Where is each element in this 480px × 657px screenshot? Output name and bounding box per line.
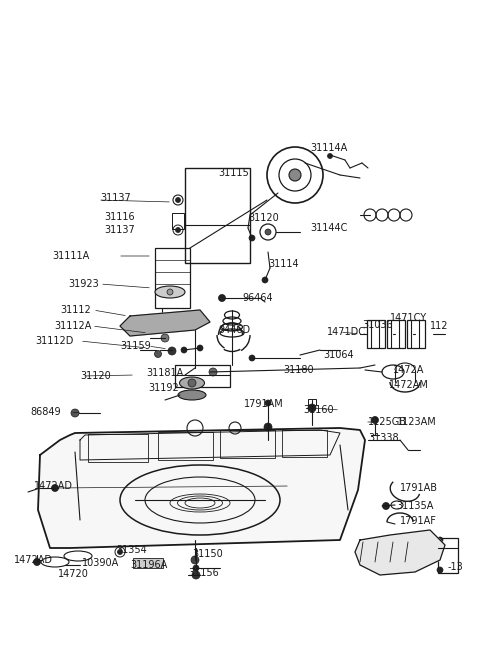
- Bar: [175, 365, 230, 387]
- Text: 10390A: 10390A: [82, 558, 119, 568]
- Text: 31196A: 31196A: [130, 560, 167, 570]
- Text: 31180: 31180: [283, 365, 313, 375]
- Bar: [88, 434, 148, 462]
- Text: 31338: 31338: [368, 433, 398, 443]
- Circle shape: [262, 277, 268, 283]
- Text: 96464: 96464: [242, 293, 273, 303]
- Bar: [438, 538, 458, 573]
- Text: 31116: 31116: [104, 212, 134, 222]
- Text: 1125GB: 1125GB: [368, 417, 407, 427]
- Text: 31159: 31159: [120, 341, 151, 351]
- Circle shape: [437, 567, 443, 573]
- Circle shape: [161, 334, 169, 342]
- Circle shape: [155, 350, 161, 357]
- Text: 31036: 31036: [362, 320, 393, 330]
- Text: 1472AD: 1472AD: [14, 555, 53, 565]
- Text: 1791AM: 1791AM: [244, 399, 284, 409]
- Circle shape: [197, 345, 203, 351]
- Circle shape: [265, 400, 271, 406]
- Circle shape: [71, 409, 79, 417]
- Bar: [282, 430, 327, 457]
- Circle shape: [118, 549, 122, 555]
- Text: 14720: 14720: [58, 569, 89, 579]
- Text: 1472A: 1472A: [393, 365, 424, 375]
- Bar: [155, 248, 190, 308]
- Bar: [387, 320, 405, 348]
- Text: 31135A: 31135A: [396, 501, 433, 511]
- Text: 1791AB: 1791AB: [400, 483, 438, 493]
- Circle shape: [209, 368, 217, 376]
- Circle shape: [176, 227, 180, 233]
- Circle shape: [181, 347, 187, 353]
- Text: 31112D: 31112D: [35, 336, 73, 346]
- Ellipse shape: [180, 377, 204, 389]
- Ellipse shape: [178, 390, 206, 400]
- Text: 31114: 31114: [268, 259, 299, 269]
- Bar: [185, 168, 250, 263]
- Circle shape: [218, 294, 226, 302]
- Polygon shape: [38, 428, 365, 548]
- Polygon shape: [120, 310, 210, 336]
- Circle shape: [372, 417, 379, 424]
- Bar: [308, 399, 316, 405]
- Text: 31160: 31160: [303, 405, 334, 415]
- Text: 31150: 31150: [192, 549, 223, 559]
- Text: 31144C: 31144C: [310, 223, 348, 233]
- Text: 31112: 31112: [60, 305, 91, 315]
- Text: 31120: 31120: [80, 371, 111, 381]
- Circle shape: [308, 404, 316, 412]
- Bar: [220, 430, 275, 458]
- Circle shape: [327, 154, 333, 158]
- Text: 31137: 31137: [100, 193, 131, 203]
- Text: 31156: 31156: [188, 568, 219, 578]
- Text: 31114A: 31114A: [310, 143, 347, 153]
- Circle shape: [193, 565, 199, 571]
- Circle shape: [265, 229, 271, 235]
- Text: 86849: 86849: [30, 407, 60, 417]
- Text: 31120: 31120: [248, 213, 279, 223]
- Text: 31181A: 31181A: [146, 368, 183, 378]
- Ellipse shape: [155, 286, 185, 298]
- Circle shape: [383, 503, 389, 509]
- Circle shape: [167, 289, 173, 295]
- Text: 1472AM: 1472AM: [389, 380, 429, 390]
- Text: 1471DC: 1471DC: [327, 327, 366, 337]
- Circle shape: [191, 556, 199, 564]
- Text: 31111A: 31111A: [52, 251, 89, 261]
- Circle shape: [51, 484, 59, 491]
- Circle shape: [289, 169, 301, 181]
- Polygon shape: [355, 530, 445, 575]
- Text: 31923: 31923: [68, 279, 99, 289]
- Circle shape: [249, 355, 255, 361]
- Bar: [407, 320, 425, 348]
- Circle shape: [188, 379, 196, 387]
- Text: 9446D: 9446D: [218, 325, 250, 335]
- Text: 31064: 31064: [323, 350, 354, 360]
- Circle shape: [192, 571, 200, 579]
- Bar: [172, 213, 184, 229]
- Text: 31115: 31115: [218, 168, 249, 178]
- Circle shape: [168, 347, 176, 355]
- Circle shape: [249, 235, 255, 241]
- Circle shape: [34, 558, 40, 566]
- Text: 31137: 31137: [104, 225, 135, 235]
- Text: 112: 112: [430, 321, 448, 331]
- Text: -13: -13: [448, 562, 464, 572]
- Circle shape: [437, 537, 443, 543]
- Text: 31192: 31192: [148, 383, 179, 393]
- Bar: [133, 558, 163, 568]
- Text: 1791AF: 1791AF: [400, 516, 437, 526]
- Circle shape: [176, 198, 180, 202]
- Circle shape: [264, 423, 272, 431]
- Text: 1472AD: 1472AD: [34, 481, 73, 491]
- Text: 1123AM: 1123AM: [397, 417, 437, 427]
- Text: 31112A: 31112A: [54, 321, 91, 331]
- Bar: [158, 432, 213, 460]
- Text: 1471CY: 1471CY: [390, 313, 427, 323]
- Bar: [367, 320, 385, 348]
- Text: 31354: 31354: [116, 545, 147, 555]
